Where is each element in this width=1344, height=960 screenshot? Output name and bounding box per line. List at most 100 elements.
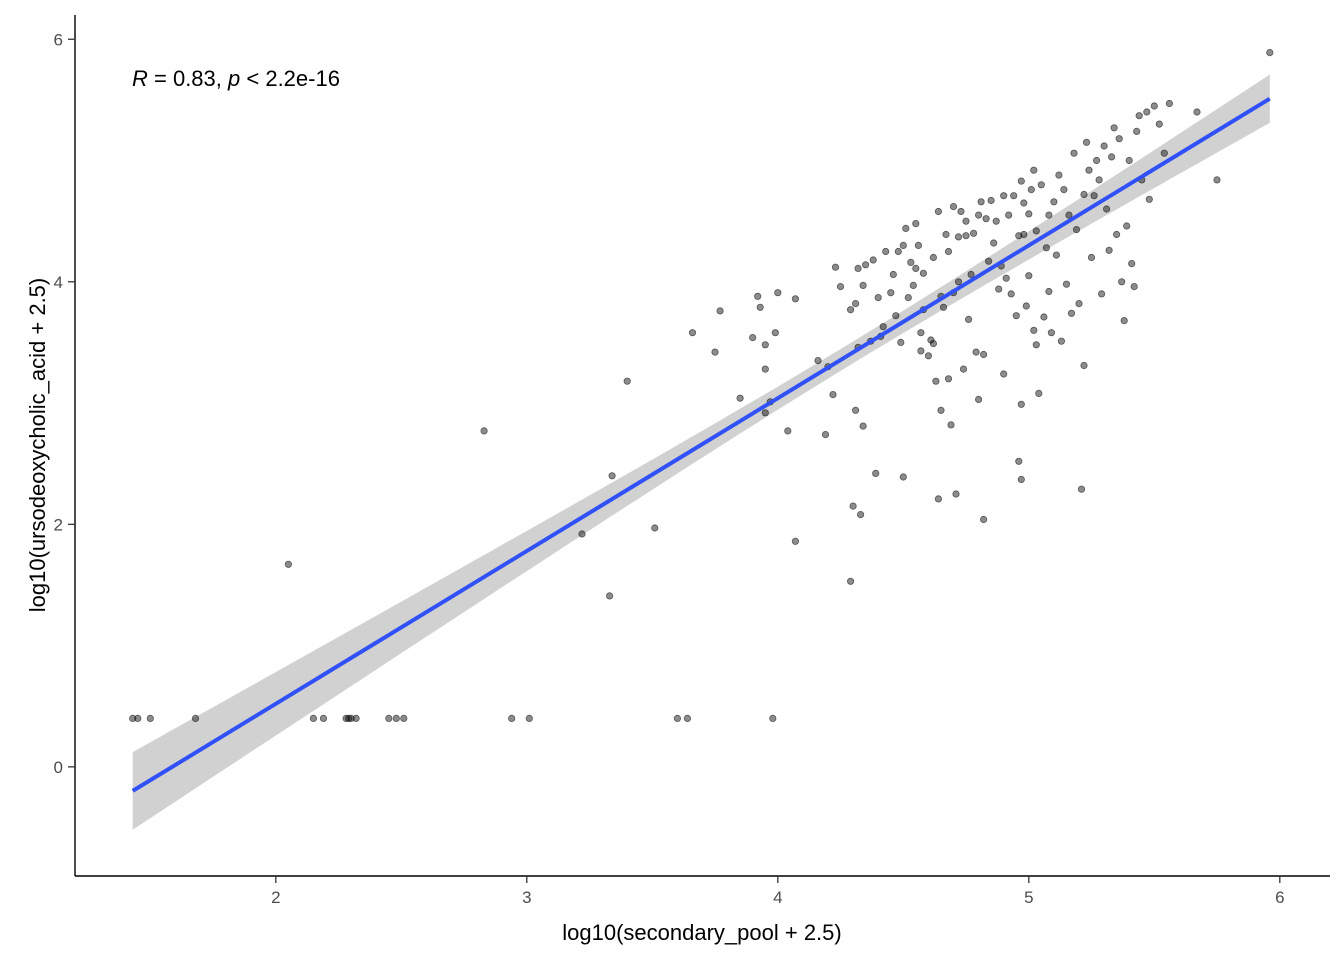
data-point [918, 330, 924, 336]
data-point [393, 715, 399, 721]
data-point [945, 248, 951, 254]
data-point [970, 230, 976, 236]
data-point [1028, 186, 1034, 192]
data-point [386, 715, 392, 721]
data-point [1151, 103, 1157, 109]
data-point [965, 316, 971, 322]
data-point [757, 304, 763, 310]
x-tick-label: 3 [522, 888, 531, 907]
data-point [609, 473, 615, 479]
data-point [910, 282, 916, 288]
data-point [1026, 211, 1032, 217]
data-point [1031, 327, 1037, 333]
data-point [1106, 247, 1112, 253]
data-point [1048, 330, 1054, 336]
data-point [880, 324, 886, 330]
data-point [717, 308, 723, 314]
data-point [684, 715, 690, 721]
data-point [526, 715, 532, 721]
data-point [1088, 254, 1094, 260]
y-tick-label: 6 [54, 30, 63, 49]
data-point [353, 715, 359, 721]
data-point [1096, 177, 1102, 183]
data-point [770, 715, 776, 721]
data-point [822, 431, 828, 437]
confidence-band-layer [133, 75, 1270, 830]
data-point [689, 330, 695, 336]
x-tick-label: 4 [773, 888, 782, 907]
data-point [935, 496, 941, 502]
y-tick-label: 2 [54, 515, 63, 534]
data-point [1001, 371, 1007, 377]
data-point [1267, 49, 1273, 55]
data-point [1103, 206, 1109, 212]
data-point [963, 233, 969, 239]
data-point [1146, 196, 1152, 202]
data-point [1214, 177, 1220, 183]
data-point [755, 293, 761, 299]
data-point [1093, 157, 1099, 163]
data-point [1081, 362, 1087, 368]
data-point [935, 208, 941, 214]
data-point [762, 410, 768, 416]
data-point [1098, 291, 1104, 297]
correlation-annotation: R = 0.83, p < 2.2e-16 [132, 66, 340, 91]
data-point [1113, 231, 1119, 237]
data-point [1046, 288, 1052, 294]
data-point [975, 396, 981, 402]
data-point [948, 422, 954, 428]
data-point [983, 216, 989, 222]
data-point [980, 351, 986, 357]
data-point [975, 212, 981, 218]
data-point [1101, 143, 1107, 149]
data-point [963, 218, 969, 224]
data-point [147, 715, 153, 721]
data-point [1083, 139, 1089, 145]
data-point [1124, 223, 1130, 229]
x-axis-ticks: 2 3 4 5 6 [271, 876, 1284, 907]
data-point [943, 231, 949, 237]
data-point [830, 391, 836, 397]
data-point [1063, 281, 1069, 287]
data-point [953, 491, 959, 497]
data-point [762, 366, 768, 372]
data-point [1033, 342, 1039, 348]
data-point [870, 257, 876, 263]
p-symbol: p [227, 66, 240, 91]
data-point [860, 423, 866, 429]
data-point [1033, 228, 1039, 234]
data-point [737, 395, 743, 401]
data-point [285, 561, 291, 567]
data-point [903, 225, 909, 231]
data-point [1006, 212, 1012, 218]
data-point [1144, 109, 1150, 115]
data-point [1194, 109, 1200, 115]
data-point [1061, 186, 1067, 192]
data-point [1134, 128, 1140, 134]
data-point [1013, 313, 1019, 319]
data-point [873, 470, 879, 476]
data-point [509, 715, 515, 721]
data-point [815, 357, 821, 363]
data-point [1131, 283, 1137, 289]
data-point [908, 259, 914, 265]
data-point [1056, 172, 1062, 178]
data-point [1001, 193, 1007, 199]
x-tick-label: 5 [1024, 888, 1033, 907]
data-point [980, 516, 986, 522]
regression-line [133, 99, 1270, 791]
p-value: < 2.2e-16 [240, 66, 340, 91]
data-point [857, 511, 863, 517]
data-point [1018, 476, 1024, 482]
data-point [1129, 260, 1135, 266]
data-point [958, 208, 964, 214]
data-point [1071, 150, 1077, 156]
data-point [1111, 125, 1117, 131]
data-point [1046, 212, 1052, 218]
data-point [978, 199, 984, 205]
data-point [850, 503, 856, 509]
r-value: = 0.83, [148, 66, 228, 91]
data-point [900, 242, 906, 248]
data-point [905, 294, 911, 300]
